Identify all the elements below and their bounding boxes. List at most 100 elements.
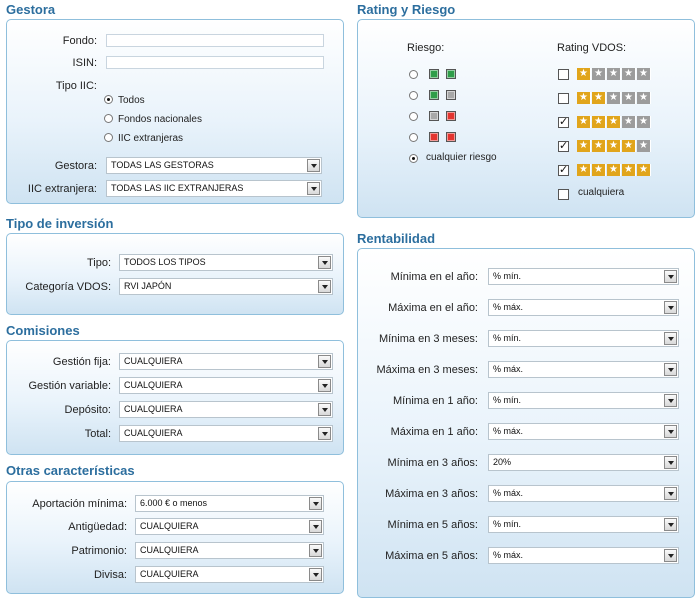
chevron-down-icon[interactable] [664,394,677,407]
rating-panel: Riesgo: Rating VDOS: cualquier riesgo ★ ★… [357,19,695,218]
iic-select-value: TODAS LAS IIC EXTRANJERAS [111,183,244,193]
star-icon: ★ [607,68,621,80]
deposito-select[interactable]: CUALQUIERA [119,401,333,418]
chevron-down-icon[interactable] [664,549,677,562]
star-icon: ★ [637,116,651,128]
chevron-down-icon[interactable] [307,182,320,195]
comisiones-title: Comisiones [6,323,80,338]
chevron-down-icon[interactable] [309,497,322,510]
iic-select[interactable]: TODAS LAS IIC EXTRANJERAS [106,180,322,197]
tipo-nacionales-radio[interactable] [104,114,113,123]
chevron-down-icon[interactable] [318,280,331,293]
chevron-down-icon[interactable] [318,379,331,392]
rentabilidad-select[interactable]: % máx. [488,485,679,502]
rentabilidad-select[interactable]: % mín. [488,516,679,533]
rentabilidad-select[interactable]: % mín. [488,268,679,285]
chevron-down-icon[interactable] [307,159,320,172]
star-icon: ★ [622,164,636,176]
riesgo-any-label: cualquier riesgo [426,152,497,163]
iic-select-label: IIC extranjera: [27,183,97,195]
chevron-down-icon[interactable] [318,427,331,440]
rating-check-3[interactable] [558,115,569,128]
rating-header: Rating VDOS: [557,42,627,54]
categoria-select[interactable]: RVI JAPÓN [119,278,333,295]
rating-check-4[interactable] [558,139,569,152]
fondo-label: Fondo: [62,35,97,47]
gestion-variable-select[interactable]: CUALQUIERA [119,377,333,394]
rentabilidad-select[interactable]: % máx. [488,361,679,378]
chevron-down-icon[interactable] [664,487,677,500]
chevron-down-icon[interactable] [664,363,677,376]
rentabilidad-label: Máxima en el año: [388,302,478,314]
tipo-select[interactable]: TODOS LOS TIPOS [119,254,333,271]
rentabilidad-select[interactable]: % máx. [488,299,679,316]
chevron-down-icon[interactable] [664,270,677,283]
star-icon: ★ [592,92,606,104]
rentabilidad-select[interactable]: % máx. [488,423,679,440]
chevron-down-icon[interactable] [664,425,677,438]
rating-check-1[interactable] [558,69,569,80]
rating-check-any[interactable] [558,189,569,200]
antiguedad-select[interactable]: CUALQUIERA [135,518,324,535]
divisa-label: Divisa: [93,569,127,581]
risk-square-icon [429,90,439,100]
chevron-down-icon[interactable] [664,332,677,345]
chevron-down-icon[interactable] [309,520,322,533]
gestion-fija-select[interactable]: CUALQUIERA [119,353,333,370]
rentabilidad-select[interactable]: % mín. [488,392,679,409]
rentabilidad-select-value: % mín. [493,271,522,281]
riesgo-radio-2[interactable] [409,91,418,100]
chevron-down-icon[interactable] [318,355,331,368]
star-icon: ★ [577,164,591,176]
rating-check-2[interactable] [558,93,569,104]
star-icon: ★ [577,92,591,104]
total-label: Total: [84,428,111,440]
tipo-nacionales-label: Fondos nacionales [118,114,202,125]
rentabilidad-label: Máxima en 3 años: [385,488,478,500]
rentabilidad-label: Mínima en 1 año: [393,395,478,407]
star-icon: ★ [577,140,591,152]
rentabilidad-select[interactable]: % mín. [488,330,679,347]
chevron-down-icon[interactable] [664,301,677,314]
star-icon: ★ [592,116,606,128]
total-select[interactable]: CUALQUIERA [119,425,333,442]
tipo-extranjeras-radio[interactable] [104,133,113,142]
chevron-down-icon[interactable] [664,456,677,469]
star-icon: ★ [577,68,591,80]
star-icon: ★ [622,140,636,152]
star-icon: ★ [607,140,621,152]
star-icon: ★ [622,116,636,128]
gestion-fija-label: Gestión fija: [52,356,111,368]
tipo-todos-radio[interactable] [104,95,113,104]
divisa-select[interactable]: CUALQUIERA [135,566,324,583]
chevron-down-icon[interactable] [318,256,331,269]
rentabilidad-label: Mínima en el año: [390,271,478,283]
risk-square-icon [446,111,456,121]
chevron-down-icon[interactable] [318,403,331,416]
deposito-value: CUALQUIERA [124,404,183,414]
categoria-select-value: RVI JAPÓN [124,281,172,291]
riesgo-radio-1[interactable] [409,70,418,79]
rentabilidad-select-value: % mín. [493,519,522,529]
chevron-down-icon[interactable] [309,568,322,581]
gestora-select[interactable]: TODAS LAS GESTORAS [106,157,322,174]
patrimonio-select[interactable]: CUALQUIERA [135,542,324,559]
rating-check-5[interactable] [558,163,569,176]
aportacion-select[interactable]: 6.000 € o menos [135,495,324,512]
gestion-fija-value: CUALQUIERA [124,356,183,366]
fondo-input[interactable] [106,34,324,47]
riesgo-radio-3[interactable] [409,112,418,121]
riesgo-radio-4[interactable] [409,133,418,142]
patrimonio-label: Patrimonio: [71,545,127,557]
rentabilidad-select[interactable]: % máx. [488,547,679,564]
chevron-down-icon[interactable] [664,518,677,531]
chevron-down-icon[interactable] [309,544,322,557]
divisa-value: CUALQUIERA [140,569,199,579]
rentabilidad-select[interactable]: 20% [488,454,679,471]
rentabilidad-label: Mínima en 3 años: [387,457,479,469]
antiguedad-label: Antigüedad: [68,521,127,533]
isin-input[interactable] [106,56,324,69]
riesgo-radio-any[interactable] [409,154,418,163]
risk-square-icon [446,90,456,100]
total-value: CUALQUIERA [124,428,183,438]
